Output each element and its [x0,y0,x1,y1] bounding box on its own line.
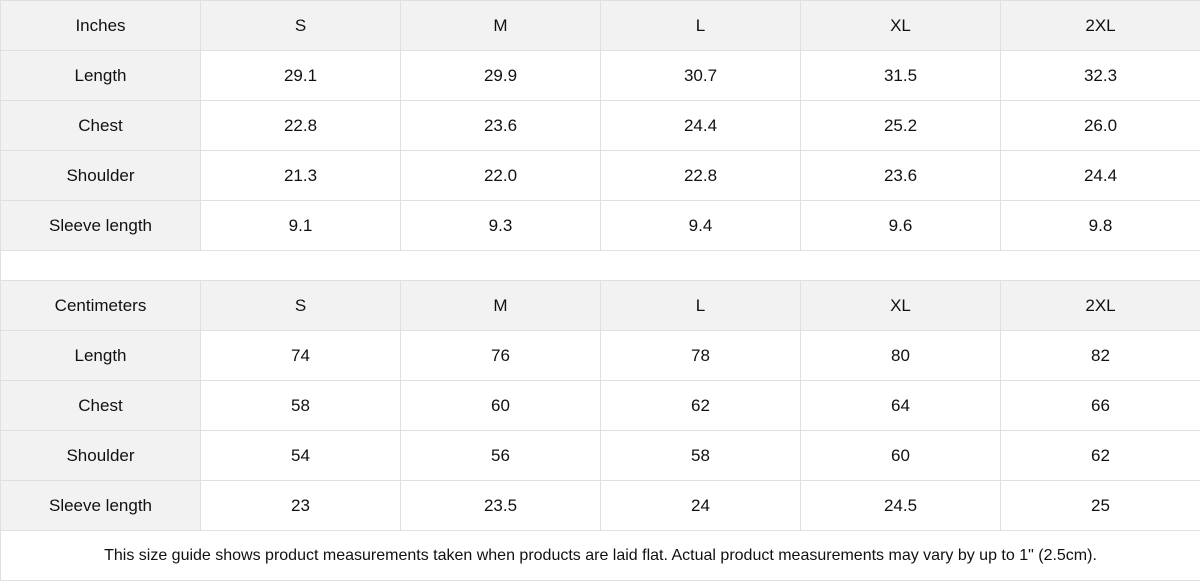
spacer-cell [1,251,1200,281]
note-row: This size guide shows product measuremen… [1,531,1200,581]
measurement-cell: 78 [601,331,801,381]
measurement-cell: 74 [201,331,401,381]
measurement-cell: 62 [1001,431,1200,481]
row-label: Sleeve length [1,201,201,251]
measurement-cell: 24 [601,481,801,531]
row-label: Chest [1,101,201,151]
row-label: Length [1,331,201,381]
measurement-cell: 24.4 [1001,151,1200,201]
measurement-cell: 26.0 [1001,101,1200,151]
size-header: S [201,281,401,331]
measurement-cell: 24.5 [801,481,1001,531]
size-header: S [201,1,401,51]
measurement-cell: 9.8 [1001,201,1200,251]
measurement-cell: 32.3 [1001,51,1200,101]
row-label: Shoulder [1,151,201,201]
row-label: Chest [1,381,201,431]
size-header: L [601,281,801,331]
size-header: 2XL [1001,1,1200,51]
measurement-cell: 56 [401,431,601,481]
size-header: XL [801,281,1001,331]
measurement-cell: 25 [1001,481,1200,531]
measurement-cell: 66 [1001,381,1200,431]
measurement-cell: 9.1 [201,201,401,251]
size-header: M [401,281,601,331]
row-label: Shoulder [1,431,201,481]
measurement-cell: 24.4 [601,101,801,151]
measurement-cell: 23.6 [801,151,1001,201]
row-label: Length [1,51,201,101]
measurement-cell: 60 [401,381,601,431]
measurement-cell: 9.6 [801,201,1001,251]
size-header: L [601,1,801,51]
measurement-cell: 9.3 [401,201,601,251]
measurement-cell: 31.5 [801,51,1001,101]
measurement-cell: 60 [801,431,1001,481]
unit-header: Inches [1,1,201,51]
measurement-cell: 22.8 [201,101,401,151]
measurement-cell: 23 [201,481,401,531]
measurement-cell: 23.5 [401,481,601,531]
measurement-cell: 62 [601,381,801,431]
measurement-cell: 76 [401,331,601,381]
size-guide-note: This size guide shows product measuremen… [1,531,1200,581]
measurement-cell: 64 [801,381,1001,431]
measurement-cell: 22.8 [601,151,801,201]
unit-header: Centimeters [1,281,201,331]
size-header: XL [801,1,1001,51]
measurement-cell: 23.6 [401,101,601,151]
measurement-cell: 58 [601,431,801,481]
measurement-cell: 21.3 [201,151,401,201]
measurement-cell: 80 [801,331,1001,381]
size-header: 2XL [1001,281,1200,331]
measurement-cell: 54 [201,431,401,481]
spacer-row [1,251,1200,281]
measurement-cell: 58 [201,381,401,431]
measurement-cell: 29.1 [201,51,401,101]
measurement-cell: 82 [1001,331,1200,381]
measurement-cell: 29.9 [401,51,601,101]
measurement-cell: 25.2 [801,101,1001,151]
row-label: Sleeve length [1,481,201,531]
size-header: M [401,1,601,51]
measurement-cell: 22.0 [401,151,601,201]
measurement-cell: 9.4 [601,201,801,251]
measurement-cell: 30.7 [601,51,801,101]
